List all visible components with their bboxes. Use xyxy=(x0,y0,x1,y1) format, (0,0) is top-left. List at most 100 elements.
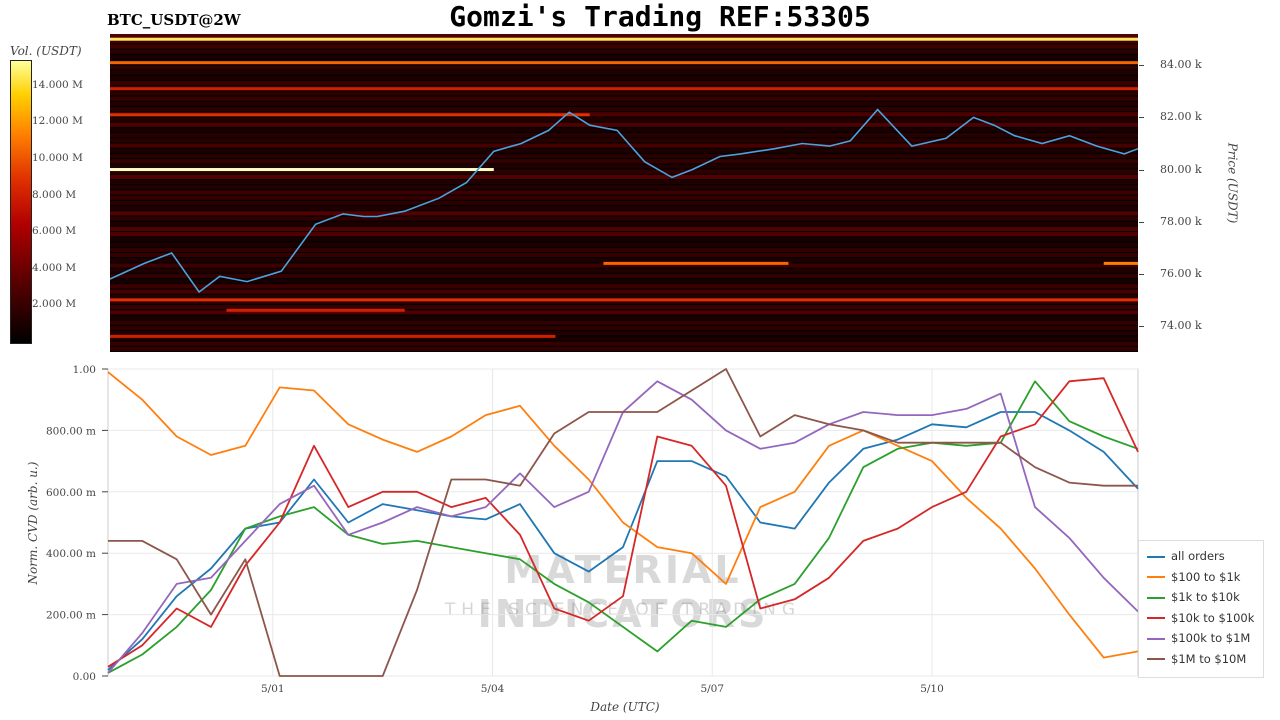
heatmap-level xyxy=(226,308,405,312)
heatmap-level xyxy=(110,168,494,172)
heatmap-band xyxy=(110,305,1138,310)
heatmap-band xyxy=(110,153,1138,159)
heatmap-band xyxy=(110,258,1138,263)
colorbar-tick-label: 8.000 M xyxy=(32,188,77,201)
heatmap-band xyxy=(110,211,1138,216)
heatmap-band xyxy=(110,289,1138,294)
price-tick-label: 74.00 k xyxy=(1160,318,1202,332)
cvd-series-line xyxy=(107,380,1139,674)
legend-swatch xyxy=(1147,658,1165,660)
price-tick-mark xyxy=(1139,169,1144,171)
chart-title: Gomzi's Trading REF:53305 xyxy=(449,0,871,33)
cvd-y-tick-label: 400.00 m xyxy=(46,548,96,560)
heatmap-band xyxy=(110,237,1138,242)
heatmap-band xyxy=(110,34,1138,39)
heatmap-band xyxy=(110,112,1138,117)
heatmap-band xyxy=(110,336,1138,341)
heatmap-panel xyxy=(110,34,1138,352)
legend-swatch xyxy=(1147,617,1165,619)
heatmap-level xyxy=(1103,261,1138,265)
legend-swatch xyxy=(1147,637,1165,640)
heatmap-band xyxy=(110,174,1138,179)
heatmap-band xyxy=(110,148,1138,153)
heatmap-band xyxy=(110,190,1138,195)
price-tick-mark xyxy=(1139,221,1144,223)
heatmap-band xyxy=(110,242,1138,247)
heatmap-band xyxy=(110,96,1138,101)
cvd-x-tick-label: 5/10 xyxy=(920,683,944,695)
pair-label: BTC_USDT@2W xyxy=(107,11,241,29)
heatmap-band xyxy=(110,195,1138,200)
cvd-x-tick-label: 5/01 xyxy=(261,683,285,695)
legend-swatch xyxy=(1147,596,1165,599)
heatmap-band xyxy=(110,299,1138,305)
heatmap-level xyxy=(110,298,1138,302)
heatmap-band xyxy=(110,117,1138,122)
heatmap-level xyxy=(110,113,590,117)
heatmap-band xyxy=(110,315,1138,320)
heatmap-band xyxy=(110,49,1138,54)
heatmap-band xyxy=(110,294,1138,299)
heatmap-band xyxy=(110,127,1138,133)
legend-item: $10k to $100k xyxy=(1147,611,1254,629)
colorbar-tick-label: 6.000 M xyxy=(32,225,77,238)
legend-item: $100k to $1M xyxy=(1147,631,1250,649)
heatmap-band xyxy=(110,200,1138,206)
legend-label: $100 to $1k xyxy=(1171,569,1241,584)
colorbar-tick-label: 10.000 M xyxy=(32,151,83,164)
heatmap-band xyxy=(110,252,1138,258)
heatmap-band xyxy=(110,179,1138,185)
heatmap-level xyxy=(110,37,1138,41)
colorbar-tick-label: 14.000 M xyxy=(32,78,83,91)
legend-label: $100k to $1M xyxy=(1171,631,1251,645)
heatmap-band xyxy=(110,39,1138,44)
heatmap-level xyxy=(110,61,1138,65)
cvd-series-line xyxy=(107,380,1139,674)
price-tick-mark xyxy=(1139,325,1144,327)
colorbar-tick-label: 2.000 M xyxy=(32,298,77,311)
heatmap-band xyxy=(110,226,1138,232)
heatmap-band xyxy=(110,70,1138,75)
heatmap-band xyxy=(110,346,1138,351)
price-line xyxy=(110,108,1138,294)
heatmap-band xyxy=(110,331,1138,336)
cvd-series-line xyxy=(107,377,1139,668)
heatmap-band xyxy=(110,310,1138,315)
cvd-y-tick-label: 200.00 m xyxy=(46,610,96,622)
colorbar-tick-label: 12.000 M xyxy=(32,115,83,128)
heatmap-band xyxy=(110,143,1138,148)
heatmap-band xyxy=(110,65,1138,70)
cvd-x-tick-label: 5/04 xyxy=(481,683,505,695)
heatmap-band xyxy=(110,247,1138,252)
heatmap-level xyxy=(110,334,556,338)
legend-label: $1M to $10M xyxy=(1171,651,1247,666)
cvd-series-line xyxy=(107,411,1139,671)
cvd-x-tick-label: 5/07 xyxy=(700,683,724,695)
heatmap-band xyxy=(110,263,1138,268)
heatmap-band xyxy=(110,221,1138,226)
price-tick-label: 82.00 k xyxy=(1160,110,1202,124)
heatmap-band xyxy=(110,284,1138,289)
heatmap-band xyxy=(110,54,1138,60)
heatmap-band xyxy=(110,169,1138,174)
heatmap-band xyxy=(110,185,1138,190)
legend-label: $10k to $100k xyxy=(1171,610,1255,625)
colorbar-tick-label: 4.000 M xyxy=(32,261,77,274)
price-tick-label: 76.00 k xyxy=(1160,266,1202,280)
cvd-series-line xyxy=(107,371,1139,659)
cvd-y-tick-label: 600.00 m xyxy=(46,487,96,499)
heatmap-band xyxy=(110,164,1138,169)
price-tick-mark xyxy=(1139,117,1144,119)
heatmap-band xyxy=(110,279,1138,284)
heatmap-band xyxy=(110,341,1138,346)
heatmap-band xyxy=(110,216,1138,221)
legend-label: $1k to $10k xyxy=(1171,590,1240,604)
legend-item: all orders xyxy=(1147,549,1225,567)
cvd-x-label: Date (UTC) xyxy=(590,700,660,714)
price-tick-mark xyxy=(1139,273,1144,275)
legend: all orders $100 to $1k $1k to $10k $10k to … xyxy=(1138,540,1264,678)
heatmap-band xyxy=(110,159,1138,164)
heatmap-band xyxy=(110,206,1138,211)
cvd-y-label: Norm. CVD (arb. u.) xyxy=(26,461,40,585)
